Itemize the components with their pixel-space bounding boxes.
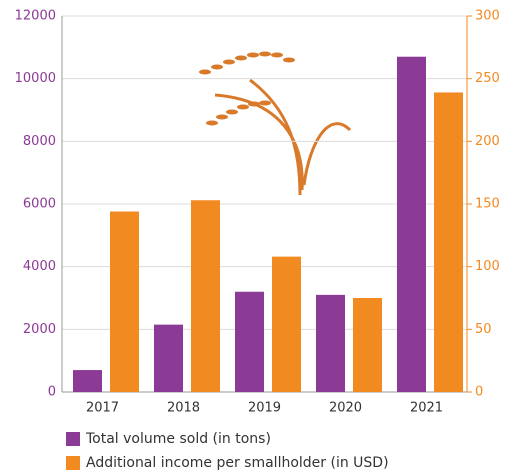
y-tick-label: 0 [48, 385, 56, 400]
x-tick-label: 2018 [167, 401, 200, 416]
bar [154, 324, 183, 392]
y-tick-label: 4000 [23, 259, 56, 274]
wheat-illustration [199, 51, 352, 196]
bar [235, 291, 264, 392]
bar [353, 298, 382, 392]
bar [397, 56, 426, 392]
bar [73, 370, 102, 392]
y2-tick-label: 300 [475, 9, 500, 24]
bar [272, 256, 301, 392]
y-tick-label: 2000 [23, 322, 56, 337]
y2-tick-label: 0 [475, 385, 483, 400]
bar [434, 92, 463, 392]
y-tick-label: 8000 [23, 134, 56, 149]
y2-tick-label: 250 [475, 71, 500, 86]
y-tick-label: 12000 [15, 9, 56, 24]
bar [191, 200, 220, 392]
y-tick-label: 10000 [15, 71, 56, 86]
x-tick-label: 2020 [329, 401, 362, 416]
legend-swatch [66, 432, 80, 446]
x-tick-label: 2017 [86, 401, 119, 416]
y2-tick-label: 200 [475, 134, 500, 149]
y2-tick-label: 100 [475, 259, 500, 274]
y2-tick-label: 50 [475, 322, 492, 337]
bar [316, 294, 345, 392]
legend-swatch [66, 456, 80, 470]
legend-label: Total volume sold (in tons) [85, 431, 271, 447]
bar [110, 211, 139, 392]
x-tick-label: 2019 [248, 401, 281, 416]
legend-label: Additional income per smallholder (in US… [86, 455, 389, 471]
x-tick-label: 2021 [410, 401, 443, 416]
y-tick-label: 6000 [23, 197, 56, 212]
y2-tick-label: 150 [475, 197, 500, 212]
